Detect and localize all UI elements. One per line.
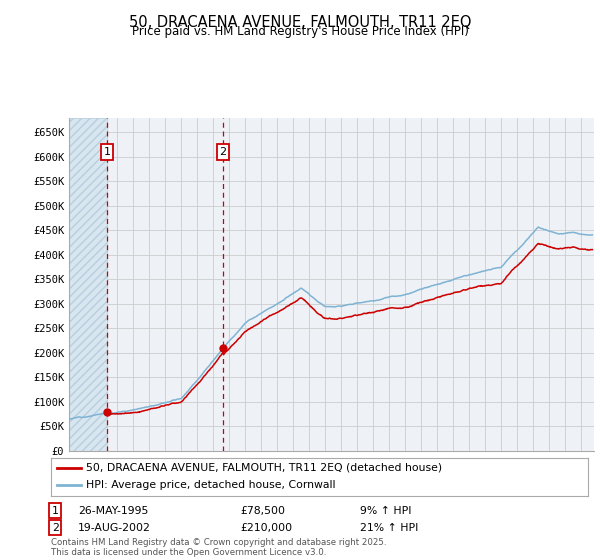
Text: 9% ↑ HPI: 9% ↑ HPI (360, 506, 412, 516)
Text: 26-MAY-1995: 26-MAY-1995 (78, 506, 148, 516)
Text: 50, DRACAENA AVENUE, FALMOUTH, TR11 2EQ: 50, DRACAENA AVENUE, FALMOUTH, TR11 2EQ (129, 15, 471, 30)
Text: 2: 2 (220, 147, 227, 157)
Bar (69, 118, 107, 451)
Text: Contains HM Land Registry data © Crown copyright and database right 2025.
This d: Contains HM Land Registry data © Crown c… (51, 538, 386, 557)
Text: Price paid vs. HM Land Registry's House Price Index (HPI): Price paid vs. HM Land Registry's House … (131, 25, 469, 38)
Text: 21% ↑ HPI: 21% ↑ HPI (360, 522, 418, 533)
Text: £210,000: £210,000 (240, 522, 292, 533)
Text: £78,500: £78,500 (240, 506, 285, 516)
Bar (69, 118, 107, 451)
Text: 2: 2 (52, 522, 59, 533)
Text: 19-AUG-2002: 19-AUG-2002 (78, 522, 151, 533)
Text: 50, DRACAENA AVENUE, FALMOUTH, TR11 2EQ (detached house): 50, DRACAENA AVENUE, FALMOUTH, TR11 2EQ … (86, 463, 442, 473)
Text: 1: 1 (52, 506, 59, 516)
Text: 1: 1 (104, 147, 110, 157)
Text: HPI: Average price, detached house, Cornwall: HPI: Average price, detached house, Corn… (86, 480, 335, 491)
